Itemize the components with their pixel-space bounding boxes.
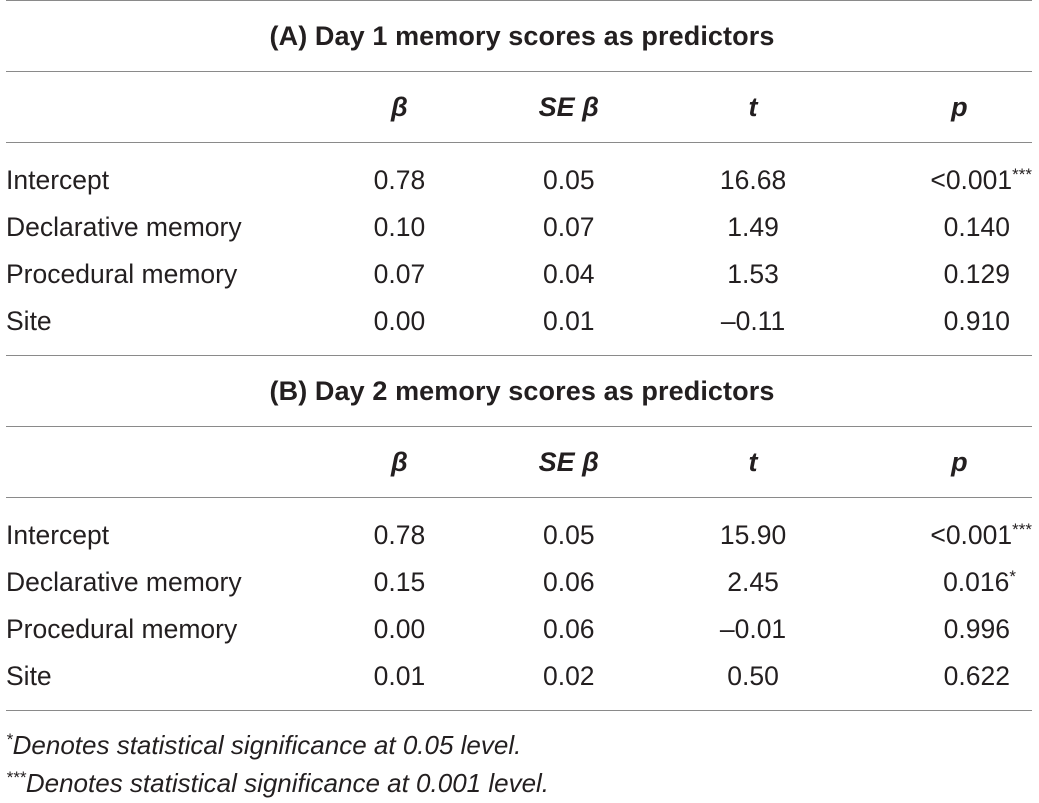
header-t: t xyxy=(748,91,758,122)
p-value: <0.001 xyxy=(930,165,1013,195)
beta-value: 0.00 xyxy=(373,614,426,644)
section-b-header-rule xyxy=(6,497,1032,498)
p-value: <0.001 xyxy=(930,520,1013,550)
significance-marker: *** xyxy=(1012,165,1032,184)
t-value: 16.68 xyxy=(719,165,787,195)
footnote-marker: *** xyxy=(6,768,26,787)
section-a-header-rule xyxy=(6,142,1032,143)
section-a-bottom-rule xyxy=(6,355,1032,356)
row-label: Procedural memory xyxy=(6,259,238,289)
significance-marker: *** xyxy=(1012,520,1032,539)
significance-marker: * xyxy=(1009,567,1017,586)
header-p: p xyxy=(951,91,968,122)
se-value: 0.06 xyxy=(542,614,595,644)
row-label: Procedural memory xyxy=(6,614,238,644)
p-cell: 0.996 xyxy=(833,614,1038,645)
header-se-beta: SE β xyxy=(538,91,599,122)
se-value: 0.07 xyxy=(542,212,595,242)
t-value: 1.49 xyxy=(727,212,779,242)
column-header-row-a: β SE β t p xyxy=(6,72,1038,142)
beta-value: 0.15 xyxy=(373,567,426,597)
table-top-rule xyxy=(6,0,1032,1)
beta-value: 0.00 xyxy=(373,306,426,336)
header-beta: β xyxy=(391,91,408,122)
footnote: ***Denotes statistical significance at 0… xyxy=(6,759,1038,798)
table-row: Site 0.01 0.02 0.50 0.622 xyxy=(6,653,1038,700)
se-value: 0.04 xyxy=(542,259,595,289)
beta-value: 0.01 xyxy=(373,661,426,691)
row-label: Site xyxy=(6,306,52,336)
p-value: 0.016 xyxy=(943,567,1010,597)
table-row: Intercept 0.78 0.05 15.90 <0.001*** xyxy=(6,512,1038,559)
row-label: Intercept xyxy=(6,165,110,195)
p-cell: <0.001*** xyxy=(833,165,1038,196)
p-cell: 0.910 xyxy=(833,306,1038,337)
table-row: Site 0.00 0.01 –0.11 0.910 xyxy=(6,298,1038,345)
beta-value: 0.07 xyxy=(373,259,426,289)
beta-value: 0.78 xyxy=(373,520,426,550)
table-row: Procedural memory 0.07 0.04 1.53 0.129 xyxy=(6,251,1038,298)
beta-value: 0.78 xyxy=(373,165,426,195)
t-value: –0.11 xyxy=(720,306,786,336)
p-cell: 0.140 xyxy=(833,212,1038,243)
p-value: 0.996 xyxy=(943,614,1010,644)
header-p: p xyxy=(951,446,968,477)
beta-value: 0.10 xyxy=(373,212,426,242)
table-row: Declarative memory 0.15 0.06 2.45 0.016* xyxy=(6,559,1038,606)
section-title-b: (B) Day 2 memory scores as predictors xyxy=(269,376,775,406)
footnote-text: Denotes statistical significance at 0.00… xyxy=(25,768,550,798)
header-t: t xyxy=(748,446,758,477)
footnote-text: Denotes statistical significance at 0.05… xyxy=(12,730,522,760)
footnote-marker: * xyxy=(6,730,13,749)
table-bottom-rule xyxy=(6,710,1032,711)
se-value: 0.01 xyxy=(542,306,595,336)
p-value: 0.140 xyxy=(943,212,1010,242)
row-label: Declarative memory xyxy=(6,567,242,597)
p-value: 0.129 xyxy=(943,259,1010,289)
t-value: 2.45 xyxy=(727,567,779,597)
header-beta: β xyxy=(391,446,408,477)
row-label: Intercept xyxy=(6,520,110,550)
table-row: Procedural memory 0.00 0.06 –0.01 0.996 xyxy=(6,606,1038,653)
column-header-row-b: β SE β t p xyxy=(6,427,1038,497)
p-cell: 0.129 xyxy=(833,259,1038,290)
table-row: Declarative memory 0.10 0.07 1.49 0.140 xyxy=(6,204,1038,251)
footnotes: *Denotes statistical significance at 0.0… xyxy=(6,721,1038,798)
section-a-title-rule xyxy=(6,71,1032,72)
t-value: 1.53 xyxy=(727,259,779,289)
se-value: 0.05 xyxy=(543,520,595,550)
se-value: 0.02 xyxy=(542,661,595,691)
se-value: 0.05 xyxy=(543,165,595,195)
p-value: 0.622 xyxy=(943,661,1010,691)
section-b-title-rule xyxy=(6,426,1032,427)
row-label: Site xyxy=(6,661,52,691)
table-row: Intercept 0.78 0.05 16.68 <0.001*** xyxy=(6,157,1038,204)
se-value: 0.06 xyxy=(542,567,595,597)
section-title-a: (A) Day 1 memory scores as predictors xyxy=(269,21,775,51)
t-value: –0.01 xyxy=(719,614,787,644)
header-se-beta: SE β xyxy=(538,446,599,477)
t-value: 15.90 xyxy=(719,520,787,550)
regression-table: (A) Day 1 memory scores as predictors β … xyxy=(6,0,1038,798)
t-value: 0.50 xyxy=(727,661,779,691)
p-value: 0.910 xyxy=(943,306,1010,336)
row-label: Declarative memory xyxy=(6,212,242,242)
p-cell: <0.001*** xyxy=(833,520,1038,551)
p-cell: 0.622 xyxy=(833,661,1038,692)
p-cell: 0.016* xyxy=(833,567,1038,598)
footnote: *Denotes statistical significance at 0.0… xyxy=(6,721,1038,760)
